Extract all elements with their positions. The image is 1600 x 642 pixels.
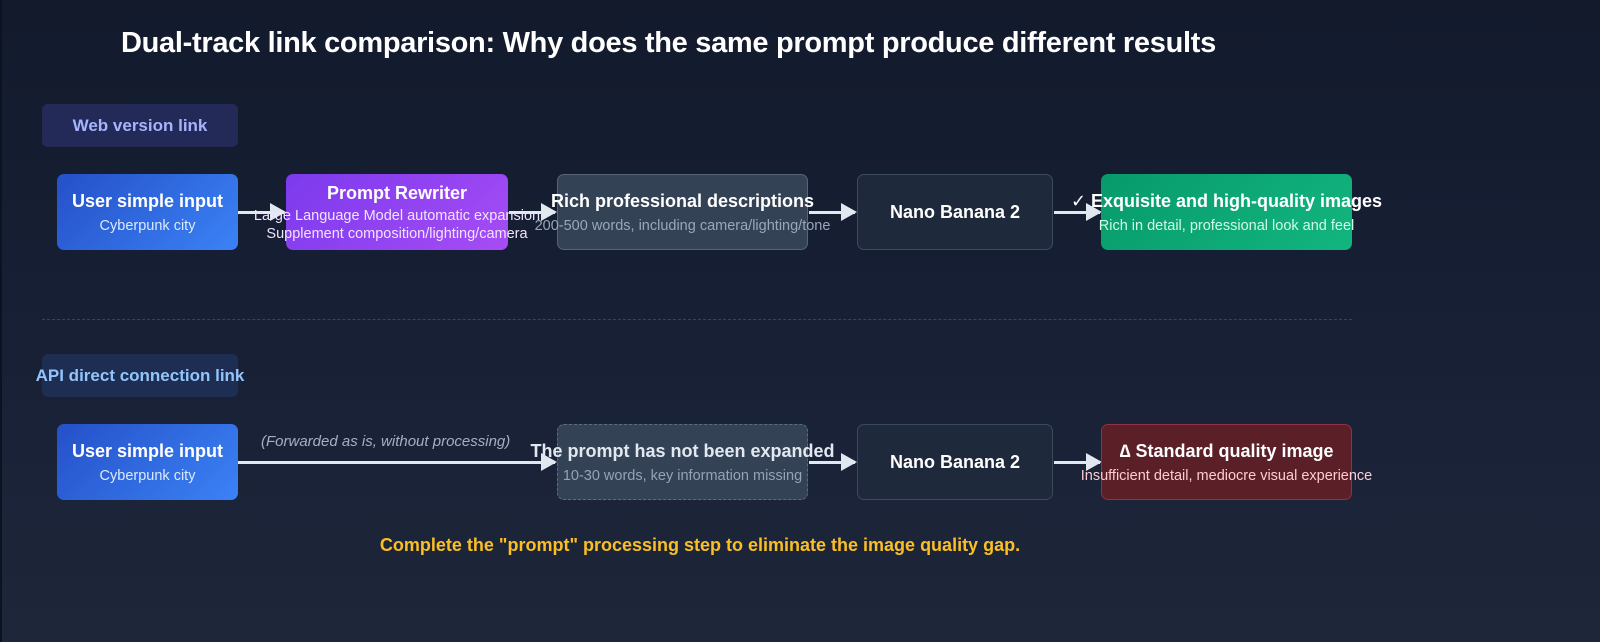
diagram-title: Dual-track link comparison: Why does the… — [121, 27, 1216, 59]
arrow-input-to-rewriter — [238, 203, 286, 221]
api-track-label: API direct connection link — [36, 354, 244, 397]
api-model-node: Nano Banana 2 — [857, 424, 1053, 500]
prompt-rewriter-node: Prompt Rewriter Large Language Model aut… — [254, 174, 540, 250]
track-divider — [42, 319, 1352, 320]
unexpanded-prompt-node: The prompt has not been expanded 10-30 w… — [530, 424, 835, 500]
node-title: Nano Banana 2 — [889, 202, 1021, 222]
frame-edge — [0, 0, 2, 642]
node-subtitle-line1: Large Language Model automatic expansion — [253, 207, 541, 224]
arrow-model-to-standard-result — [1054, 453, 1102, 471]
high-quality-result-node: ✓ Exquisite and high-quality images Rich… — [1071, 174, 1382, 250]
api-user-input-node: User simple input Cyberpunk city — [57, 424, 238, 500]
node-title: The prompt has not been expanded — [530, 440, 835, 461]
node-subtitle: 200-500 words, including camera/lighting… — [534, 217, 831, 234]
node-title: User simple input — [71, 440, 224, 461]
node-subtitle: Cyberpunk city — [99, 467, 196, 484]
node-subtitle: Insufficient detail, mediocre visual exp… — [1080, 467, 1373, 484]
web-model-node: Nano Banana 2 — [857, 174, 1053, 250]
arrow-model-to-good-result — [1054, 203, 1102, 221]
web-user-input-node: User simple input Cyberpunk city — [57, 174, 238, 250]
arrow-input-to-raw — [238, 453, 557, 471]
node-subtitle: Cyberpunk city — [99, 217, 196, 234]
node-subtitle: 10-30 words, key information missing — [562, 467, 803, 484]
node-title: ✓ Exquisite and high-quality images — [1070, 190, 1383, 211]
node-title: Rich professional descriptions — [550, 190, 815, 211]
node-title: User simple input — [71, 190, 224, 211]
node-subtitle-line2: Supplement composition/lighting/camera — [266, 225, 528, 242]
arrow-raw-to-model — [809, 453, 857, 471]
rich-descriptions-node: Rich professional descriptions 200-500 w… — [535, 174, 830, 250]
conclusion-note: Complete the "prompt" processing step to… — [379, 535, 1021, 555]
standard-quality-result-node: ∆ Standard quality image Insufficient de… — [1081, 424, 1372, 500]
web-track-label: Web version link — [42, 104, 238, 147]
arrow-rewriter-to-rich — [509, 203, 557, 221]
node-title: ∆ Standard quality image — [1119, 440, 1334, 461]
arrow-rich-to-model — [809, 203, 857, 221]
node-title: Nano Banana 2 — [889, 452, 1021, 472]
node-subtitle: Rich in detail, professional look and fe… — [1098, 217, 1355, 234]
node-title: Prompt Rewriter — [326, 182, 468, 203]
forwarded-edge-label: (Forwarded as is, without processing) — [261, 433, 511, 450]
